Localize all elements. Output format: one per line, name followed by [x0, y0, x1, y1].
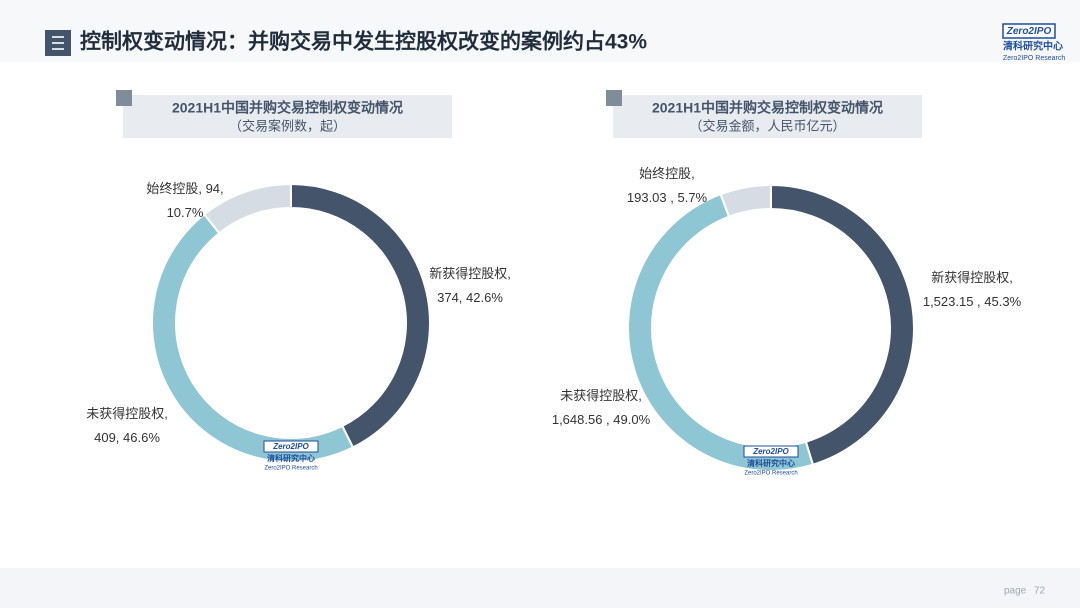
donut-segment — [719, 183, 772, 218]
center-logo-name: 清科研究中心 — [267, 453, 315, 463]
value-label: 1,523.15 , 45.3% — [922, 294, 1022, 309]
slide-title: 控制权变动情况：并购交易中发生控股权改变的案例约占43% — [80, 30, 647, 54]
value-label: 193.03 , 5.7% — [626, 190, 708, 205]
data-label: 未获得控股权, 409, 46.6% — [86, 402, 168, 450]
category-label: 始终控股, — [146, 181, 202, 196]
logo-sub: Zero2IPO Research — [1003, 55, 1065, 62]
page-number: 72 — [1034, 586, 1046, 597]
logo-box — [1002, 23, 1056, 39]
value-label: 94, 10.7% — [166, 181, 224, 220]
footer-band — [0, 568, 1080, 608]
logo-name: 清科研究中心 — [1003, 40, 1063, 53]
category-label: 新获得控股权, — [429, 266, 511, 281]
donut-segment — [290, 182, 431, 449]
donut-segment — [202, 182, 292, 235]
category-label: 始终控股, — [639, 166, 695, 181]
center-logo-box — [263, 440, 319, 453]
center-logo-name: 清科研究中心 — [747, 458, 795, 468]
logo-mark: Zero2IPO — [1006, 26, 1052, 37]
donut-segment — [770, 183, 915, 466]
title-box — [123, 95, 452, 138]
center-logo-mark: Zero2IPO — [272, 442, 309, 451]
donut-segment — [627, 192, 815, 472]
value-label: 374, 42.6% — [437, 290, 503, 305]
menu-icon-lines — [52, 36, 64, 50]
chart-title: 2021H1中国并购交易控制权变动情况 — [172, 100, 403, 116]
data-label: 始终控股, 193.03 , 5.7% — [627, 162, 707, 210]
title-marker — [606, 90, 622, 106]
category-label: 未获得控股权, — [560, 388, 642, 403]
title-box — [613, 95, 922, 138]
chart-subtitle: （交易金额，人民币亿元） — [689, 118, 845, 133]
chart-title: 2021H1中国并购交易控制权变动情况 — [652, 100, 883, 116]
value-label: 1,648.56 , 49.0% — [551, 412, 651, 427]
donut-segment — [151, 212, 355, 463]
title-marker — [116, 90, 132, 106]
center-logo-mark: Zero2IPO — [752, 447, 789, 456]
data-label: 未获得控股权, 1,648.56 , 49.0% — [552, 384, 650, 432]
category-label: 未获得控股权, — [86, 406, 168, 421]
value-label: 409, 46.6% — [94, 430, 160, 445]
center-logo-sub: Zero2IPO Research — [264, 466, 317, 472]
center-logo-box — [743, 445, 799, 458]
chart-subtitle: （交易案例数，起） — [229, 118, 346, 133]
data-label: 新获得控股权, 1,523.15 , 45.3% — [923, 266, 1021, 314]
page-label: page — [1004, 586, 1027, 597]
header-band — [0, 0, 1080, 62]
data-label: 新获得控股权, 374, 42.6% — [429, 262, 511, 310]
data-label: 始终控股, 94, 10.7% — [135, 177, 235, 225]
center-logo-sub: Zero2IPO Research — [744, 471, 797, 477]
category-label: 新获得控股权, — [931, 270, 1013, 285]
